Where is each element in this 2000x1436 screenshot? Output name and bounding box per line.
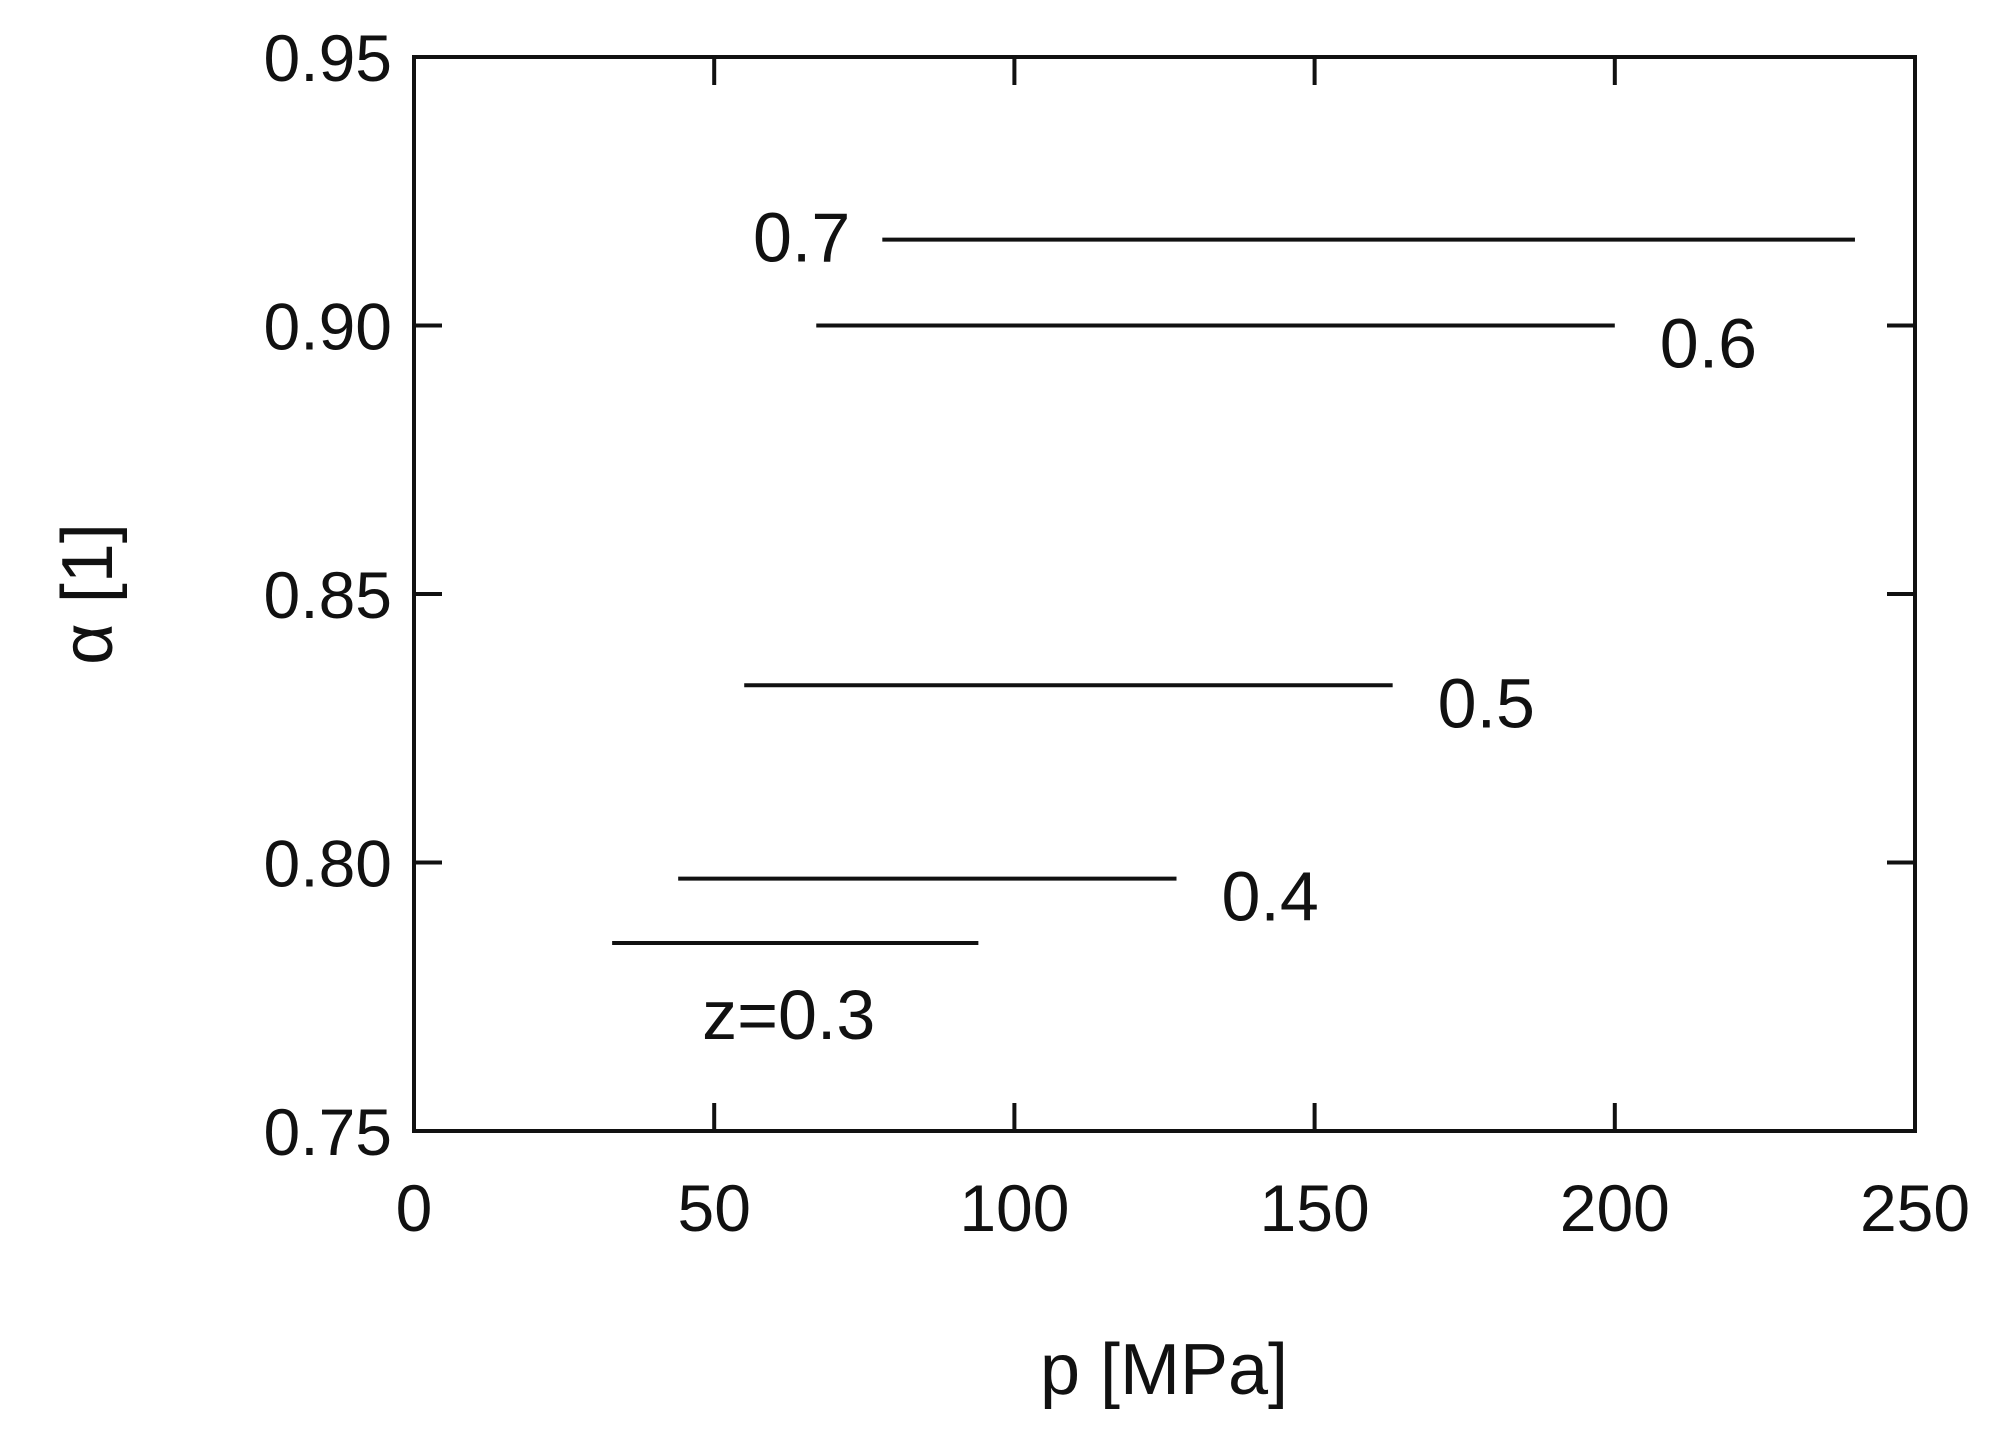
- x-tick-label: 100: [959, 1171, 1069, 1245]
- x-tick-label: 0: [396, 1171, 433, 1245]
- ticks: [412, 55, 1917, 1133]
- x-tick-label: 50: [677, 1171, 750, 1245]
- series: z=0.3 0.4 0.5 0.6 0.7: [612, 199, 1855, 1054]
- series-label: 0.7: [753, 199, 850, 277]
- plot-frame: [412, 55, 1917, 1133]
- y-axis-title: α [1]: [48, 523, 128, 665]
- series-label: 0.6: [1660, 305, 1757, 383]
- tick-labels: 0 50 100 150 200 250 0.75 0.80 0.85 0.90 0.95: [264, 21, 1971, 1245]
- series-label: z=0.3: [702, 976, 875, 1054]
- x-tick-label: 250: [1860, 1171, 1970, 1245]
- x-tick-label: 150: [1260, 1171, 1370, 1245]
- y-tick-label: 0.90: [264, 290, 392, 364]
- series-label: 0.4: [1222, 858, 1319, 936]
- series-label: 0.5: [1438, 664, 1535, 742]
- x-axis-title: p [MPa]: [1040, 1330, 1288, 1410]
- y-tick-label: 0.75: [264, 1095, 392, 1169]
- y-tick-label: 0.80: [264, 827, 392, 901]
- x-tick-label: 200: [1560, 1171, 1670, 1245]
- y-tick-label: 0.95: [264, 21, 392, 95]
- y-tick-label: 0.85: [264, 558, 392, 632]
